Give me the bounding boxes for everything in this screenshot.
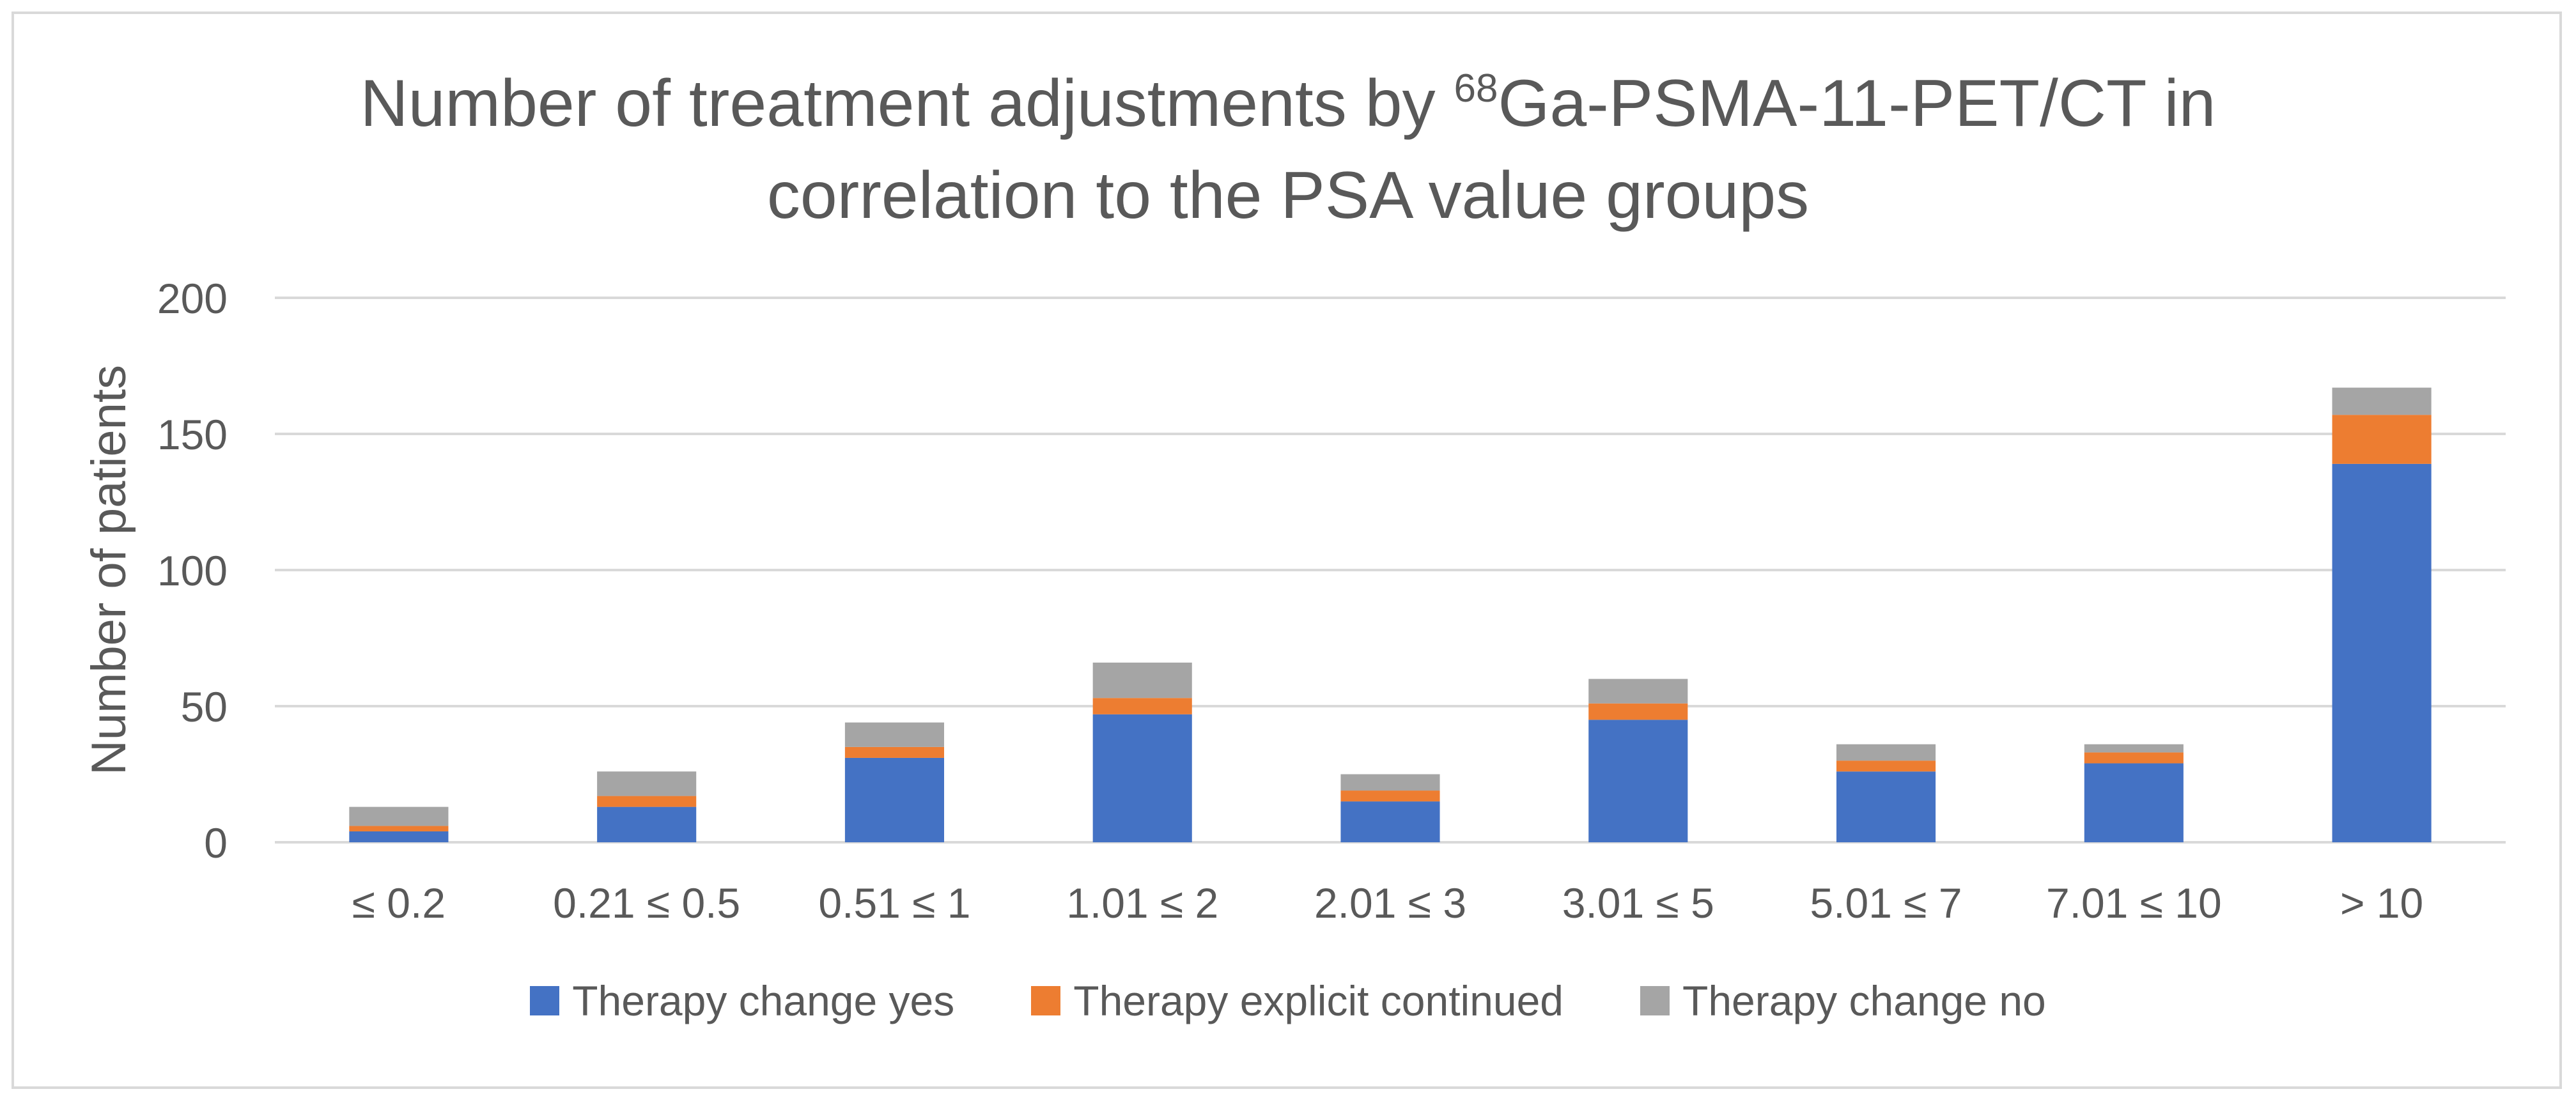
legend-swatch bbox=[1031, 986, 1061, 1015]
y-tick-label: 150 bbox=[157, 411, 228, 458]
x-tick-label: > 10 bbox=[2340, 879, 2423, 927]
y-tick-label: 0 bbox=[204, 819, 228, 867]
bar-2-6 bbox=[1588, 703, 1688, 720]
bar-1-9 bbox=[2332, 463, 2432, 842]
bar-3-7 bbox=[1836, 744, 1936, 761]
bar-1-8 bbox=[2084, 763, 2184, 842]
legend-swatch bbox=[1640, 986, 1670, 1015]
bar-3-9 bbox=[2332, 387, 2432, 415]
bar-1-6 bbox=[1588, 720, 1688, 842]
bar-1-1 bbox=[349, 831, 449, 842]
bars bbox=[349, 387, 2432, 842]
bar-3-5 bbox=[1340, 774, 1440, 791]
legend-item-1: Therapy change yes bbox=[530, 976, 954, 1025]
bar-2-2 bbox=[597, 796, 697, 807]
x-tick-label: 0.21 ≤ 0.5 bbox=[553, 879, 740, 927]
bar-3-6 bbox=[1588, 679, 1688, 704]
x-tick-label: 0.51 ≤ 1 bbox=[818, 879, 970, 927]
bar-2-7 bbox=[1836, 760, 1936, 772]
chart-title-superscript: 68 bbox=[1454, 66, 1498, 111]
bar-2-4 bbox=[1092, 698, 1192, 714]
legend-label: Therapy change no bbox=[1682, 977, 2046, 1024]
y-tick-label: 100 bbox=[157, 547, 228, 594]
x-tick-labels: ≤ 0.2 0.21 ≤ 0.5 0.51 ≤ 1 1.01 ≤ 2 2.01 ≤ 3 3… bbox=[352, 879, 2424, 927]
x-tick-label: 2.01 ≤ 3 bbox=[1314, 879, 1466, 927]
legend-item-3: Therapy change no bbox=[1640, 976, 2046, 1025]
legend-swatch bbox=[530, 986, 560, 1015]
x-tick-label: 3.01 ≤ 5 bbox=[1562, 879, 1714, 927]
bar-1-5 bbox=[1340, 801, 1440, 842]
bar-1-2 bbox=[597, 806, 697, 842]
x-tick-label: 1.01 ≤ 2 bbox=[1066, 879, 1218, 927]
y-tick-label: 50 bbox=[181, 683, 228, 730]
chart-title-main: Number of treatment adjustments by bbox=[360, 66, 1454, 141]
bar-3-1 bbox=[349, 806, 449, 826]
x-tick-label: ≤ 0.2 bbox=[352, 879, 446, 927]
bar-1-7 bbox=[1836, 771, 1936, 842]
x-tick-label: 7.01 ≤ 10 bbox=[2046, 879, 2222, 927]
legend-item-2: Therapy explicit continued bbox=[1031, 976, 1563, 1025]
bar-1-3 bbox=[844, 757, 944, 842]
chart-title-line2: correlation to the PSA value groups bbox=[766, 158, 1810, 233]
y-axis-label: Number of patients bbox=[82, 365, 136, 775]
legend-label: Therapy change yes bbox=[572, 977, 955, 1024]
bar-3-4 bbox=[1092, 662, 1192, 698]
chart-frame bbox=[12, 12, 2562, 1089]
bar-1-4 bbox=[1092, 714, 1192, 842]
bar-3-8 bbox=[2084, 744, 2184, 753]
y-tick-label: 200 bbox=[157, 275, 228, 322]
bar-2-5 bbox=[1340, 791, 1440, 802]
y-tick-labels: 0 50 100 150 200 bbox=[157, 275, 228, 867]
bar-3-2 bbox=[597, 771, 697, 796]
bar-2-1 bbox=[349, 826, 449, 831]
chart-title-line1: Number of treatment adjustments by 68Ga-… bbox=[0, 58, 2576, 150]
bar-2-3 bbox=[844, 746, 944, 758]
chart-title: Number of treatment adjustments by 68Ga-… bbox=[0, 58, 2576, 242]
chart-title-rest: Ga-PSMA-11-PET/CT in bbox=[1498, 66, 2216, 141]
legend-label: Therapy explicit continued bbox=[1073, 977, 1564, 1024]
bar-2-9 bbox=[2332, 415, 2432, 464]
bar-2-8 bbox=[2084, 752, 2184, 764]
bar-3-3 bbox=[844, 722, 944, 747]
x-tick-label: 5.01 ≤ 7 bbox=[1810, 879, 1962, 927]
chart-legend: Therapy change yes Therapy explicit conti… bbox=[0, 976, 2576, 1025]
